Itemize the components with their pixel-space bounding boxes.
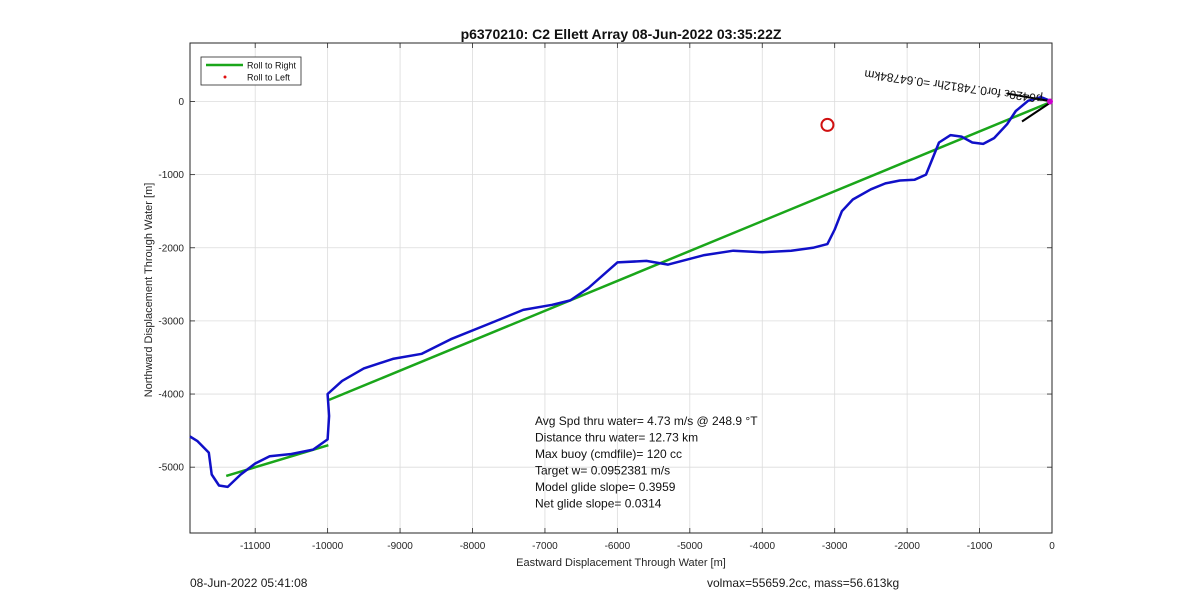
y-tick-label: -4000 (158, 390, 184, 401)
x-tick-label: -4000 (749, 541, 775, 552)
y-tick-label: -3000 (158, 316, 184, 327)
series-layer (189, 95, 1053, 489)
x-tick-label: -2000 (894, 541, 920, 552)
legend-label-roll-right: Roll to Right (247, 61, 297, 71)
y-tick-label: -1000 (158, 170, 184, 181)
trajectory-annotation: p6420ε for0.74812hr =0.64784km (863, 67, 1043, 106)
y-tick-label: -2000 (158, 243, 184, 254)
legend: Roll to Right Roll to Left (200, 56, 302, 86)
target-circle (820, 117, 835, 132)
stat-line: Target w= 0.0952381 m/s (535, 464, 670, 478)
axes-box (189, 42, 1053, 534)
x-tick-label: -3000 (822, 541, 848, 552)
x-tick-label: -8000 (460, 541, 486, 552)
stat-line: Avg Spd thru water= 4.73 m/s @ 248.9 °T (535, 414, 758, 428)
x-tick-label: -7000 (532, 541, 558, 552)
annotations: p6420ε for0.74812hr =0.64784km (820, 67, 1053, 132)
legend-box (200, 56, 302, 86)
legend-label-roll-left: Roll to Left (247, 73, 291, 83)
arrow-head (1021, 100, 1053, 123)
footer-vol-mass: volmax=55659.2cc, mass=56.613kg (707, 576, 900, 590)
stat-line: Max buoy (cmdfile)= 120 cc (535, 447, 682, 461)
stat-line: Model glide slope= 0.3959 (535, 480, 676, 494)
arrow-shaft (1006, 92, 1053, 103)
x-tick-label: -1000 (967, 541, 993, 552)
stats-block: Avg Spd thru water= 4.73 m/s @ 248.9 °T D… (535, 414, 758, 511)
start-marker (1047, 98, 1053, 105)
chart-title: p6370210: C2 Ellett Array 08-Jun-2022 03… (461, 26, 782, 42)
footer-timestamp: 08-Jun-2022 05:41:08 (190, 576, 308, 590)
legend-swatch-roll-left (223, 75, 227, 79)
y-tick-label: 0 (178, 97, 184, 108)
glider-track (189, 95, 1053, 489)
y-axis-label: Northward Displacement Through Water [m] (143, 183, 155, 398)
y-tick-label: -5000 (158, 463, 184, 474)
x-tick-label: -10000 (312, 541, 344, 552)
ticks: -11000 -10000 -9000 -8000 -7000 -6000 -5000 -40… (158, 43, 1055, 552)
stat-line: Distance thru water= 12.73 km (535, 431, 698, 445)
x-tick-label: -11000 (240, 541, 271, 552)
x-tick-label: -9000 (387, 541, 413, 552)
x-tick-label: 0 (1049, 541, 1055, 552)
x-tick-label: -5000 (677, 541, 703, 552)
x-axis-label: Eastward Displacement Through Water [m] (516, 557, 726, 569)
x-tick-label: -6000 (605, 541, 631, 552)
roll-right-segment (328, 100, 1053, 402)
stat-line: Net glide slope= 0.0314 (535, 497, 662, 511)
